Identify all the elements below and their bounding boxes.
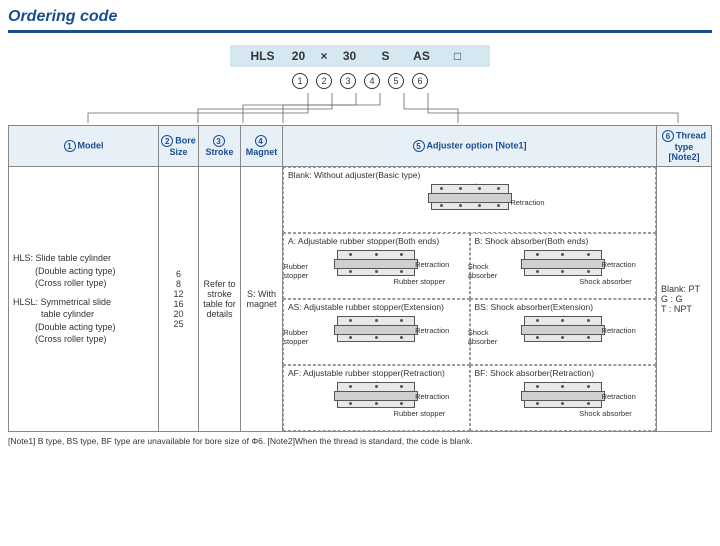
circle-4: 4 [364,73,380,89]
cell-bore: 6 8 12 16 20 25 [159,167,199,432]
cell-thread: Blank: PT G : G T : NPT [657,167,712,432]
cell-stroke: Refer to stroke table for details [199,167,241,432]
circle-5: 5 [388,73,404,89]
circle-indicators: 1 2 3 4 5 6 [8,73,712,89]
circle-6: 6 [412,73,428,89]
code-thread: □ [444,49,472,63]
hdr-bore: 2Bore Size [159,126,199,167]
code-sep: × [320,49,327,63]
adj-b: B: Shock absorber(Both ends) Extension S… [470,233,657,299]
hdr-model: 1Model [9,126,159,167]
adj-bf: BF: Shock absorber(Retraction) Extension… [470,365,657,431]
hdr-adjuster: 5Adjuster option [Note1] [283,126,657,167]
code-adjuster: AS [408,49,436,63]
cylinder-icon [431,184,509,210]
circle-3: 3 [340,73,356,89]
cell-adjuster: Blank: Without adjuster(Basic type) Exte… [283,167,657,432]
code-stroke: 30 [336,49,364,63]
footnotes: [Note1] B type, BS type, BF type are una… [8,436,712,447]
cell-magnet: S: With magnet [241,167,283,432]
hdr-magnet: 4Magnet [241,126,283,167]
adj-a: A: Adjustable rubber stopper(Both ends) … [283,233,470,299]
code-model: HLS [248,49,276,63]
cell-model: HLS: Slide table cylinder (Double acting… [9,167,159,432]
code-magnet: S [372,49,400,63]
hdr-stroke: 3Stroke [199,126,241,167]
circle-1: 1 [292,73,308,89]
code-bore: 20 [284,49,312,63]
ordering-code-bar: HLS 20 × 30 S AS □ [230,45,490,67]
adj-af: AF: Adjustable rubber stopper(Retraction… [283,365,470,431]
ordering-table: 1Model 2Bore Size 3Stroke 4Magnet 5Adjus… [8,125,712,432]
adj-blank: Blank: Without adjuster(Basic type) Exte… [283,167,656,233]
adj-as: AS: Adjustable rubber stopper(Extension)… [283,299,470,365]
hdr-thread: 6Thread type [Note2] [657,126,712,167]
adj-bs: BS: Shock absorber(Extension) Extension … [470,299,657,365]
connector-lines [8,93,712,123]
circle-2: 2 [316,73,332,89]
page-title: Ordering code [8,8,712,33]
